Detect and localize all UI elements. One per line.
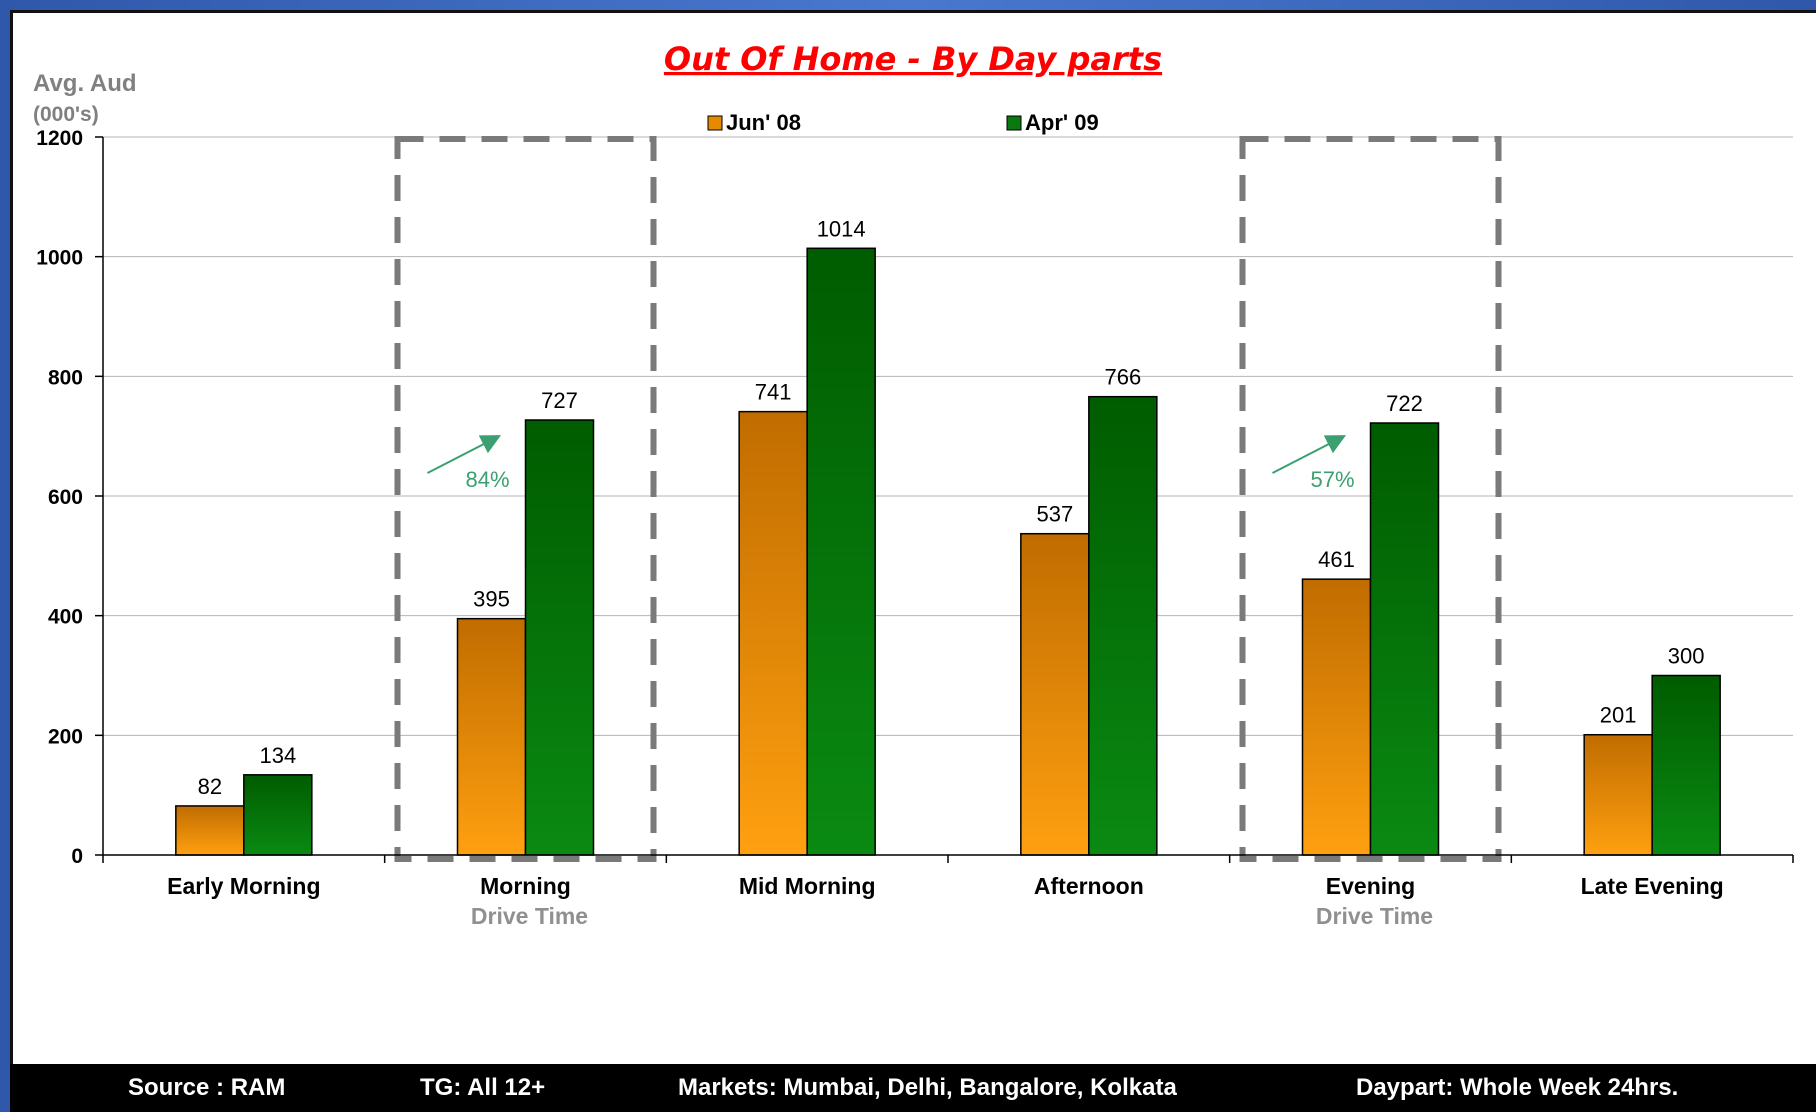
chart-title: Out Of Home - By Day parts	[664, 40, 1162, 78]
y-tick-label: 600	[48, 486, 83, 509]
footer-source: Source : RAM	[128, 1074, 286, 1101]
legend-swatch	[1006, 115, 1022, 131]
data-label: 395	[473, 587, 510, 612]
y-tick-label: 1000	[36, 247, 83, 270]
bar-chart: Out Of Home - By Day parts Avg. Aud (000…	[33, 40, 1794, 929]
data-label: 722	[1386, 391, 1423, 416]
footer-bar: Source : RAM TG: All 12+ Markets: Mumbai…	[10, 1064, 1816, 1112]
x-tick-label: Morning	[480, 873, 571, 899]
bar-jun08	[1583, 733, 1653, 856]
bar-apr09	[1369, 422, 1440, 856]
gridlines	[103, 136, 1793, 736]
bar-jun08	[1020, 532, 1090, 856]
y-tick-label: 400	[48, 606, 83, 629]
data-label: 741	[755, 380, 792, 405]
legend-label: Apr' 09	[1025, 110, 1099, 135]
data-label: 82	[198, 774, 222, 799]
data-label: 766	[1104, 365, 1141, 390]
drive-time-box	[1239, 136, 1502, 862]
y-axis-label-line2: (000's)	[33, 103, 99, 126]
legend-swatch	[707, 115, 723, 131]
bar-jun08	[456, 617, 527, 856]
data-label: 727	[541, 388, 578, 413]
bar-apr09	[1651, 674, 1721, 856]
y-tick-label: 800	[48, 366, 83, 389]
bar-apr09	[806, 247, 876, 856]
data-label: 1014	[817, 216, 866, 241]
drive-time-box	[394, 136, 657, 862]
drive-time-label: Drive Time	[471, 903, 588, 929]
bar-apr09	[524, 419, 595, 856]
data-labels: 82 134 395 727 741 1014 537 766 461 722 201 300	[198, 216, 1705, 799]
drive-time-label: Drive Time	[1316, 903, 1433, 929]
footer-tg: TG: All 12+	[420, 1074, 546, 1101]
bar-apr09	[1088, 395, 1158, 856]
x-tick-label: Early Morning	[167, 873, 320, 899]
y-axis-label-line1: Avg. Aud	[33, 70, 137, 97]
y-tick-label: 200	[48, 725, 83, 748]
x-tick-label: Afternoon	[1034, 873, 1144, 899]
data-label: 537	[1036, 502, 1073, 527]
growth-arrow	[1272, 435, 1347, 474]
legend-label: Jun' 08	[726, 110, 801, 135]
y-tick-label: 0	[71, 845, 83, 868]
y-tick-label: 1200	[36, 127, 83, 150]
data-label: 201	[1600, 703, 1637, 728]
x-tick-label: Mid Morning	[739, 873, 876, 899]
bar-apr09	[243, 774, 313, 856]
footer-markets: Markets: Mumbai, Delhi, Bangalore, Kolka…	[678, 1074, 1177, 1101]
footer-daypart: Daypart: Whole Week 24hrs.	[1356, 1074, 1679, 1101]
x-tick-label: Late Evening	[1581, 873, 1724, 899]
data-label: 461	[1318, 547, 1355, 572]
chart-panel: Out Of Home - By Day parts Avg. Aud (000…	[10, 10, 1816, 1112]
data-label: 134	[259, 743, 296, 768]
axes: 0 200 400 600 800 1000 1200 Early Morning Mornin…	[36, 127, 1794, 899]
bar-jun08	[738, 410, 808, 856]
bar-jun08	[175, 805, 245, 856]
legend: Jun' 08 Apr' 09	[707, 110, 1099, 135]
x-tick-label: Evening	[1326, 873, 1415, 899]
bar-jun08	[1301, 578, 1372, 856]
growth-arrow	[427, 435, 502, 474]
drive-time-highlights	[394, 136, 1502, 862]
growth-label: 84%	[465, 467, 509, 492]
data-label: 300	[1668, 644, 1705, 669]
growth-label: 57%	[1310, 467, 1354, 492]
growth-annotations: Drive Time 84% Drive Time 57%	[427, 435, 1433, 929]
bars	[175, 247, 1721, 856]
